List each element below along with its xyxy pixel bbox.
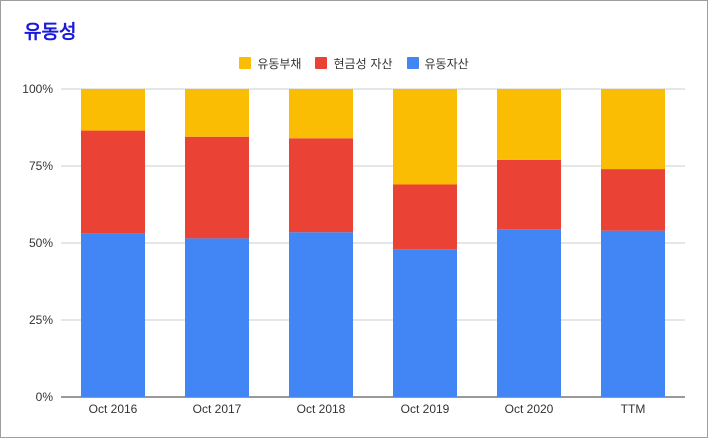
bar-segment-2-0[interactable] — [81, 89, 145, 131]
bars — [81, 89, 665, 397]
bar-segment-2-4[interactable] — [497, 89, 561, 160]
chart-title: 유동성 — [24, 21, 77, 43]
bar-segment-0-3[interactable] — [393, 249, 457, 397]
bar-segment-2-2[interactable] — [289, 89, 353, 139]
y-tick-label: 25% — [29, 313, 53, 327]
y-tick-label: 50% — [29, 236, 53, 250]
y-axis-ticks: 0% 25% 50% 75% 100% — [22, 82, 53, 404]
x-tick-label: Oct 2019 — [401, 402, 450, 416]
x-tick-label: Oct 2016 — [89, 402, 138, 416]
gridlines — [61, 88, 685, 398]
x-axis-ticks: Oct 2016 Oct 2017 Oct 2018 Oct 2019 Oct 2020… — [89, 402, 646, 416]
y-tick-label: 0% — [36, 390, 54, 404]
bar-segment-1-5[interactable] — [601, 169, 665, 231]
y-tick-label: 100% — [22, 82, 53, 96]
legend-item-current-assets[interactable]: 유동자산 — [406, 55, 469, 72]
bar-segment-1-1[interactable] — [185, 136, 249, 239]
bar-segment-1-0[interactable] — [81, 130, 145, 234]
bar-segment-1-3[interactable] — [393, 184, 457, 250]
legend: 유동부채 현금성 자산 유동자산 — [0, 54, 708, 72]
bar-segment-0-0[interactable] — [81, 233, 145, 397]
legend-label-current-liabilities: 유동부채 — [257, 56, 302, 71]
legend-swatch-current-assets — [406, 57, 419, 69]
x-tick-label: Oct 2018 — [297, 402, 346, 416]
bar-segment-0-5[interactable] — [601, 230, 665, 397]
bar-segment-1-2[interactable] — [289, 138, 353, 233]
legend-label-current-assets: 유동자산 — [424, 56, 469, 71]
legend-item-cash-equivalents[interactable]: 현금성 자산 — [315, 55, 393, 72]
legend-swatch-current-liabilities — [239, 57, 252, 69]
bar-segment-2-3[interactable] — [393, 89, 457, 185]
x-tick-label: TTM — [621, 402, 646, 416]
bar-segment-0-4[interactable] — [497, 229, 561, 397]
bar-segment-0-2[interactable] — [289, 232, 353, 397]
bar-segment-2-5[interactable] — [601, 89, 665, 170]
legend-swatch-cash-equivalents — [315, 57, 328, 69]
legend-item-current-liabilities[interactable]: 유동부채 — [239, 55, 301, 72]
legend-label-cash-equivalents: 현금성 자산 — [333, 56, 393, 71]
bar-segment-0-1[interactable] — [185, 238, 249, 397]
y-tick-label: 75% — [29, 159, 53, 173]
x-tick-label: Oct 2017 — [193, 402, 242, 416]
bar-segment-2-1[interactable] — [185, 89, 249, 137]
bar-segment-1-4[interactable] — [497, 159, 561, 230]
x-tick-label: Oct 2020 — [505, 402, 554, 416]
